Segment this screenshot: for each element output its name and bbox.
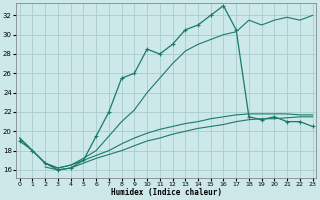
X-axis label: Humidex (Indice chaleur): Humidex (Indice chaleur) (111, 188, 222, 197)
